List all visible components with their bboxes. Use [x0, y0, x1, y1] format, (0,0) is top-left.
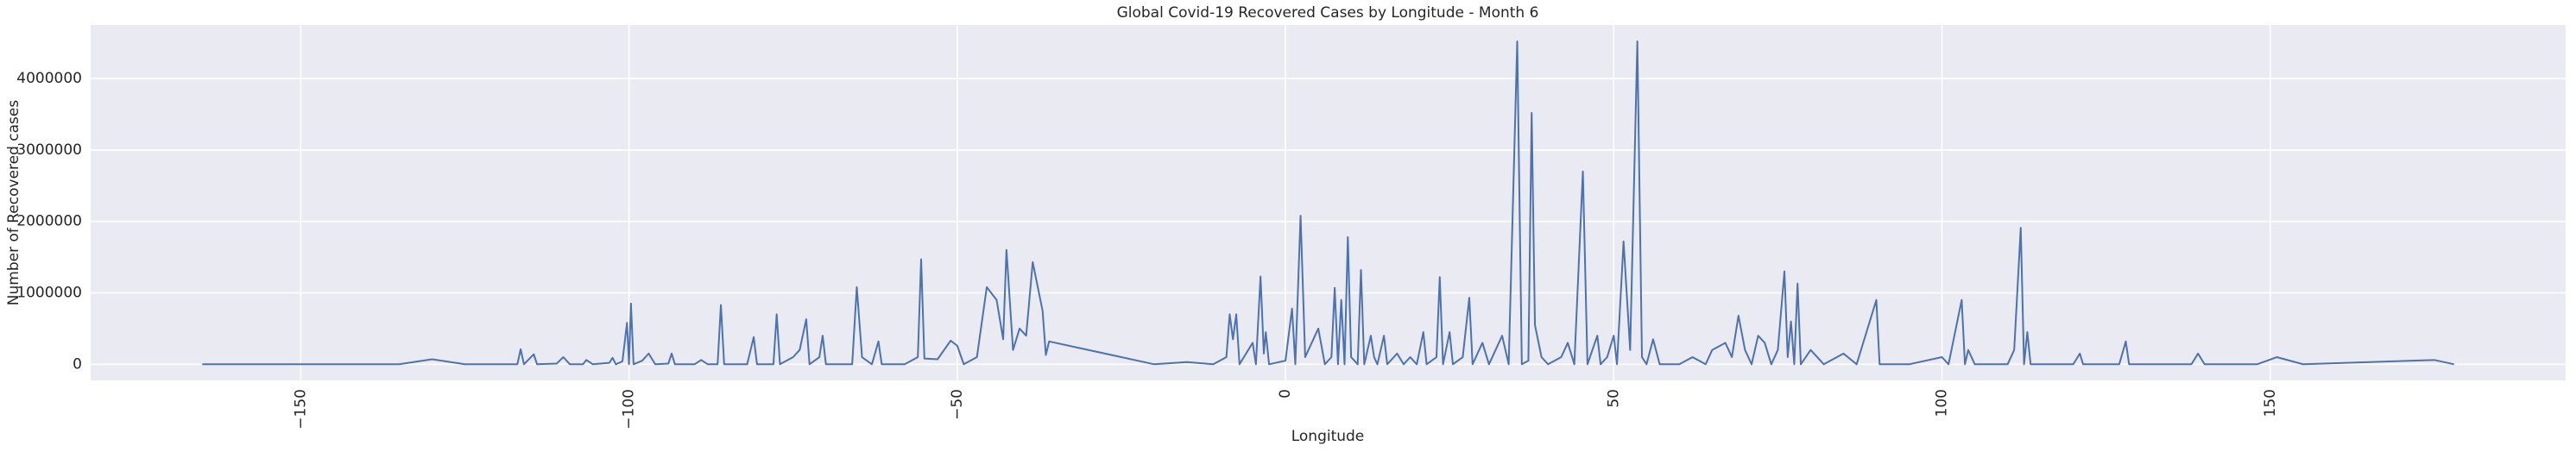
x-tick-label: 0 [1277, 389, 1294, 399]
x-axis-label: Longitude [1291, 428, 1365, 445]
y-tick-label: 3000000 [16, 141, 82, 159]
y-tick-label: 0 [73, 355, 82, 373]
plot-area [91, 25, 2566, 380]
data-line [202, 41, 2454, 366]
x-tick-label: −150 [292, 389, 309, 430]
y-tick-label: 4000000 [16, 70, 82, 87]
x-tick-label: −100 [621, 389, 638, 430]
x-tick-label: 100 [1934, 389, 1951, 417]
y-axis-label: Number of Recovered cases [5, 100, 22, 306]
y-tick-label: 1000000 [16, 284, 82, 301]
x-tick-label: −50 [949, 389, 966, 420]
x-tick-label: 50 [1605, 389, 1622, 408]
y-tick-label: 2000000 [16, 213, 82, 230]
x-tick-label: 150 [2262, 389, 2279, 417]
chart-title: Global Covid-19 Recovered Cases by Longi… [1117, 4, 1539, 22]
